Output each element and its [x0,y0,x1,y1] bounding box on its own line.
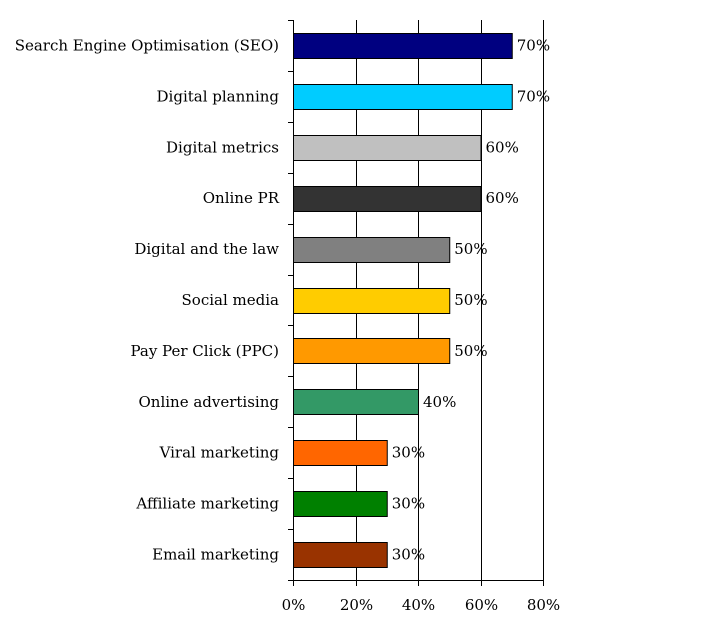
bar [293,440,388,466]
category-label: Digital and the law [134,240,279,258]
bar [293,542,388,568]
category-label: Online PR [203,189,280,207]
x-tick-label: 0% [282,596,306,614]
category-label: Online advertising [138,393,279,411]
labels: 70% Search Engine Optimisation (SEO) 70% Di… [15,36,560,614]
x-tick-label: 60% [465,596,498,614]
data-label: 60% [486,189,519,207]
x-tick-label: 20% [340,596,373,614]
bar [293,33,513,59]
category-label: Digital metrics [166,138,279,156]
bar [293,237,451,263]
category-label: Email marketing [152,546,279,564]
data-label: 70% [517,36,550,54]
bar [293,389,419,415]
bar [293,84,513,110]
category-label: Digital planning [157,87,280,105]
axes [288,20,544,586]
data-label: 50% [454,240,487,258]
data-label: 30% [392,444,425,462]
x-tick-label: 40% [402,596,435,614]
data-label: 40% [423,393,456,411]
bar [293,135,482,161]
data-label: 30% [392,546,425,564]
data-label: 50% [454,291,487,309]
bar [293,338,451,364]
data-label: 70% [517,87,550,105]
bar [293,186,482,212]
bar [293,491,388,517]
x-tick-label: 80% [527,596,560,614]
category-label: Social media [182,291,280,309]
data-label: 50% [454,342,487,360]
category-label: Affiliate marketing [135,495,279,513]
category-label: Viral marketing [159,444,280,462]
category-label: Search Engine Optimisation (SEO) [15,36,279,54]
category-label: Pay Per Click (PPC) [130,342,279,360]
bar [293,288,451,314]
data-label: 30% [392,495,425,513]
data-label: 60% [486,138,519,156]
bars [293,33,513,568]
